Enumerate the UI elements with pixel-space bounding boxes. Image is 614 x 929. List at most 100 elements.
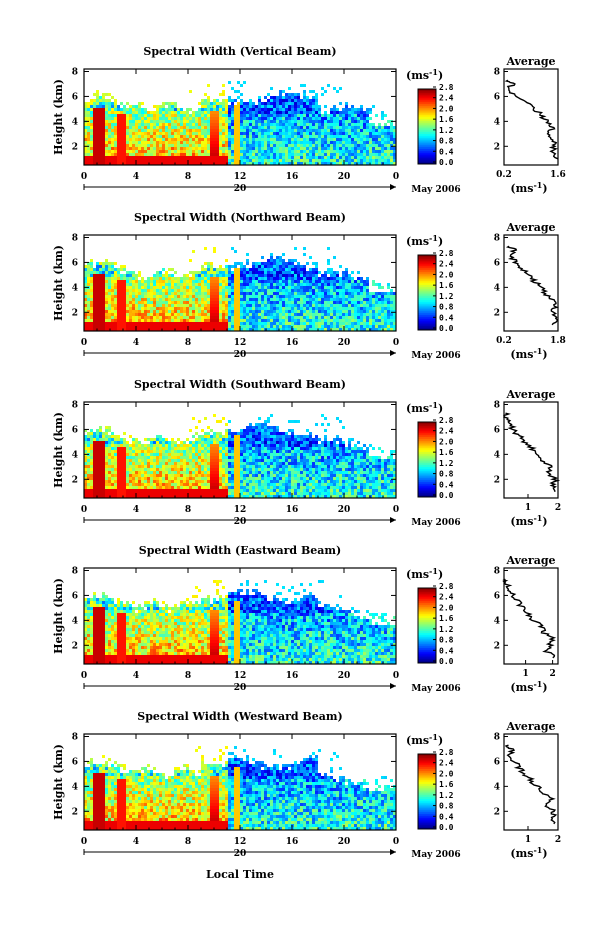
colorbar-segment [418,485,436,489]
colorbar-segment [418,279,436,282]
colorbar-frame [417,753,437,830]
avg-x-tick-label: 1.6 [550,170,566,180]
colorbar-segment [418,770,436,774]
colorbar-segment [418,623,436,626]
y-tick-label: 2 [72,308,78,318]
x-tick-label: 0 [393,172,399,182]
y-tick-label: 6 [72,258,78,268]
colorbar-tick-label: 2.8 [439,249,454,258]
colorbar-segment [418,268,436,271]
colorbar-segment [418,113,436,116]
x-tick-label: 16 [286,837,299,847]
colorbar-tick-label: 1.6 [439,780,454,789]
colorbar-segment [418,795,436,798]
x-tick-label: 12 [234,671,247,681]
average-frame [503,234,559,332]
colorbar-segment [418,780,436,783]
colorbar-segment [418,134,436,137]
day-label: 20 [234,184,247,194]
x-tick-label: 0 [393,505,399,515]
average-title: Average [505,554,555,567]
colorbar-tick-label: 2.0 [439,270,454,279]
colorbar-segment [418,423,436,427]
colorbar-segment [418,286,436,290]
colorbar-segment [418,271,436,275]
colorbar-segment [418,275,436,278]
colorbar-unit: (ms-1) [406,732,443,747]
colorbar-segment [418,152,436,156]
y-tick-label: 6 [72,92,78,102]
colorbar-tick-label: 2.8 [439,748,454,757]
x-tick-label: 0 [393,671,399,681]
average-unit: (ms-1) [510,346,547,361]
colorbar-segment [418,303,436,307]
average-profile-line [505,245,559,326]
average-profile-line [502,578,557,659]
colorbar: 2.8 2.42.0 1.6 1.2 0.80.4 0.0 [417,582,454,666]
colorbar-segment [418,483,436,487]
colorbar-tick-label: 0.4 [439,313,454,322]
colorbar-segment [418,802,436,806]
colorbar-segment [418,774,436,777]
colorbar-segment [418,761,436,764]
colorbar-segment [418,472,436,475]
colorbar-segment [418,324,436,327]
colorbar-segment [418,459,436,462]
colorbar-segment [418,791,436,794]
average-unit: (ms-1) [510,513,547,528]
colorbar-segment [418,631,436,634]
x-tick-label: 4 [133,671,139,681]
heatmap-cells [84,247,396,331]
avg-x-tick-label: 0.2 [496,170,512,180]
day-axis-arrow [390,849,396,855]
x-tick-label: 20 [338,505,351,515]
colorbar-segment [418,468,436,472]
y-axis-label: Height (km) [52,578,65,654]
colorbar-segment [418,474,436,477]
colorbar-segment [418,625,436,628]
average-panel: Average 2 4 6 8 1 2 (ms-1) [494,388,561,528]
colorbar-tick-label: 0.4 [439,147,454,156]
colorbar-segment [418,644,436,647]
colorbar-segment [418,285,436,288]
colorbar-segment [418,122,436,126]
colorbar-segment [418,612,436,615]
colorbar-segment [418,296,436,299]
colorbar-segment [418,309,436,312]
x-tick-label: 8 [185,505,191,515]
avg-y-tick-label: 6 [494,425,500,435]
colorbar-segment [418,147,436,150]
x-tick-label: 12 [234,505,247,515]
colorbar-segment [418,90,436,94]
colorbar-tick-label: 0.8 [439,636,454,645]
colorbar-segment [418,465,436,468]
colorbar-segment [418,616,436,619]
colorbar-segment [418,778,436,781]
colorbar-segment [418,787,436,791]
colorbar-segment [418,102,436,105]
colorbar-segment [418,487,436,490]
colorbar-segment [418,601,436,604]
colorbar-segment [418,135,436,139]
colorbar-segment [418,489,436,492]
colorbar-segment [418,437,436,440]
colorbar-segment [418,320,436,323]
colorbar-segment [418,621,436,625]
colorbar-segment [418,318,436,322]
colorbar-segment [418,160,436,163]
x-tick-label: 0 [81,172,87,182]
colorbar-segment [418,797,436,800]
colorbar-segment [418,653,436,656]
colorbar-segment [418,640,436,643]
x-tick-label: 4 [133,837,139,847]
date-label: May 2006 [411,185,460,195]
average-unit: (ms-1) [510,679,547,694]
colorbar-segment [418,128,436,131]
colorbar-tick-label: 1.6 [439,614,454,623]
colorbar-segment [418,264,436,267]
x-tick-label: 0 [81,505,87,515]
colorbar-unit: (ms-1) [406,67,443,82]
colorbar-segment [418,260,436,263]
avg-x-tick-label: 2 [549,669,555,679]
